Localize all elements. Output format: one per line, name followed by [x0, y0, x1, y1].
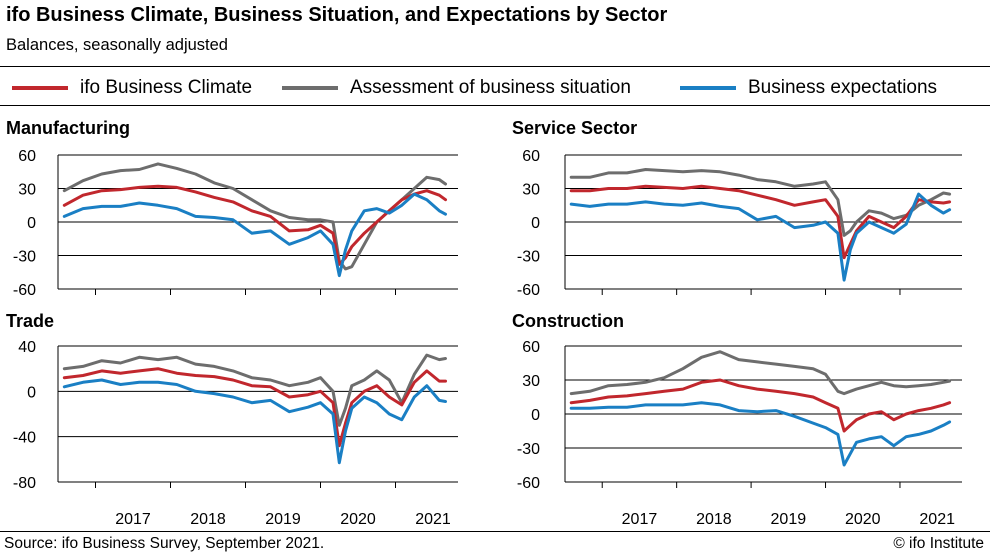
series-line-assessment-of-business-situation — [569, 350, 952, 396]
chart-title: ifo Business Climate, Business Situation… — [6, 4, 668, 26]
legend-label-climate: ifo Business Climate — [80, 77, 253, 98]
y-tick-label: -60 — [517, 475, 540, 492]
legend-item-climate: ifo Business Climate — [12, 74, 252, 102]
y-tick-label: 40 — [18, 339, 36, 356]
chart-subtitle: Balances, seasonally adjusted — [6, 36, 228, 54]
panel-title: Trade — [6, 311, 54, 331]
legend-label-expectations: Business expectations — [748, 77, 938, 98]
legend-swatch-expectations — [680, 86, 736, 90]
y-tick-label: 0 — [27, 384, 36, 401]
x-tick-label: 2020 — [845, 511, 881, 528]
y-tick-label: 30 — [522, 182, 540, 199]
series-line-business-expectations — [569, 192, 952, 282]
y-tick-label: 60 — [18, 148, 36, 165]
x-tick-label: 2019 — [265, 511, 301, 528]
panel-title: Construction — [512, 311, 624, 331]
y-tick-label: -30 — [517, 249, 540, 266]
series-line-ifo-business-climate — [62, 184, 447, 266]
y-tick-label: -60 — [517, 282, 540, 299]
x-tick-label: 2018 — [190, 511, 226, 528]
series-line-ifo-business-climate — [569, 184, 952, 260]
x-tick-label: 2020 — [340, 511, 376, 528]
series-line-business-expectations — [62, 192, 447, 278]
y-tick-label: -30 — [517, 441, 540, 458]
x-tick-label: 2021 — [415, 511, 451, 528]
legend-label-situation: Assessment of business situation — [350, 77, 631, 98]
x-tick-label: 2021 — [919, 511, 955, 528]
legend-item-situation: Assessment of business situation — [282, 74, 631, 102]
y-tick-label: -60 — [13, 282, 36, 299]
legend-rule — [0, 105, 990, 106]
y-tick-label: 60 — [522, 148, 540, 165]
series-line-assessment-of-business-situation — [569, 168, 952, 237]
y-tick-label: 0 — [531, 215, 540, 232]
y-tick-label: -40 — [13, 430, 36, 447]
y-tick-label: -30 — [13, 249, 36, 266]
x-tick-label: 2018 — [696, 511, 732, 528]
legend: ifo Business Climate Assessment of busin… — [0, 74, 990, 102]
panel-construction: Construction 60 30 0 -30 -60 2017 2018 2019 2020 2… — [512, 311, 962, 528]
credit-note: © ifo Institute — [893, 535, 984, 552]
panel-service-sector: Service Sector 60 30 0 -30 -60 — [512, 118, 962, 299]
legend-item-expectations: Business expectations — [680, 74, 937, 102]
header-rule — [0, 66, 990, 67]
x-tick-label: 2019 — [771, 511, 807, 528]
series-line-assessment-of-business-situation — [62, 162, 447, 271]
legend-swatch-situation — [282, 86, 338, 90]
series-line-business-expectations — [62, 378, 447, 465]
series-line-ifo-business-climate — [62, 367, 447, 448]
x-tick-label: 2017 — [622, 511, 658, 528]
y-tick-label: 60 — [522, 339, 540, 356]
y-tick-label: 0 — [531, 407, 540, 424]
source-note: Source: ifo Business Survey, September 2… — [4, 535, 325, 552]
panel-manufacturing: Manufacturing 60 30 0 -30 -60 — [6, 118, 458, 299]
series-line-ifo-business-climate — [569, 378, 952, 433]
y-tick-label: -80 — [13, 475, 36, 492]
footer-rule — [0, 531, 990, 532]
panel-trade: Trade 40 0 -40 -80 2017 2018 2019 2020 2021 — [6, 311, 458, 528]
x-tick-label: 2017 — [115, 511, 151, 528]
y-tick-label: 30 — [18, 182, 36, 199]
panel-title: Service Sector — [512, 118, 637, 138]
series-line-business-expectations — [569, 401, 952, 467]
panel-title: Manufacturing — [6, 118, 130, 138]
legend-swatch-climate — [12, 86, 68, 90]
series-line-assessment-of-business-situation — [62, 353, 447, 427]
y-tick-label: 0 — [27, 215, 36, 232]
y-tick-label: 30 — [522, 373, 540, 390]
